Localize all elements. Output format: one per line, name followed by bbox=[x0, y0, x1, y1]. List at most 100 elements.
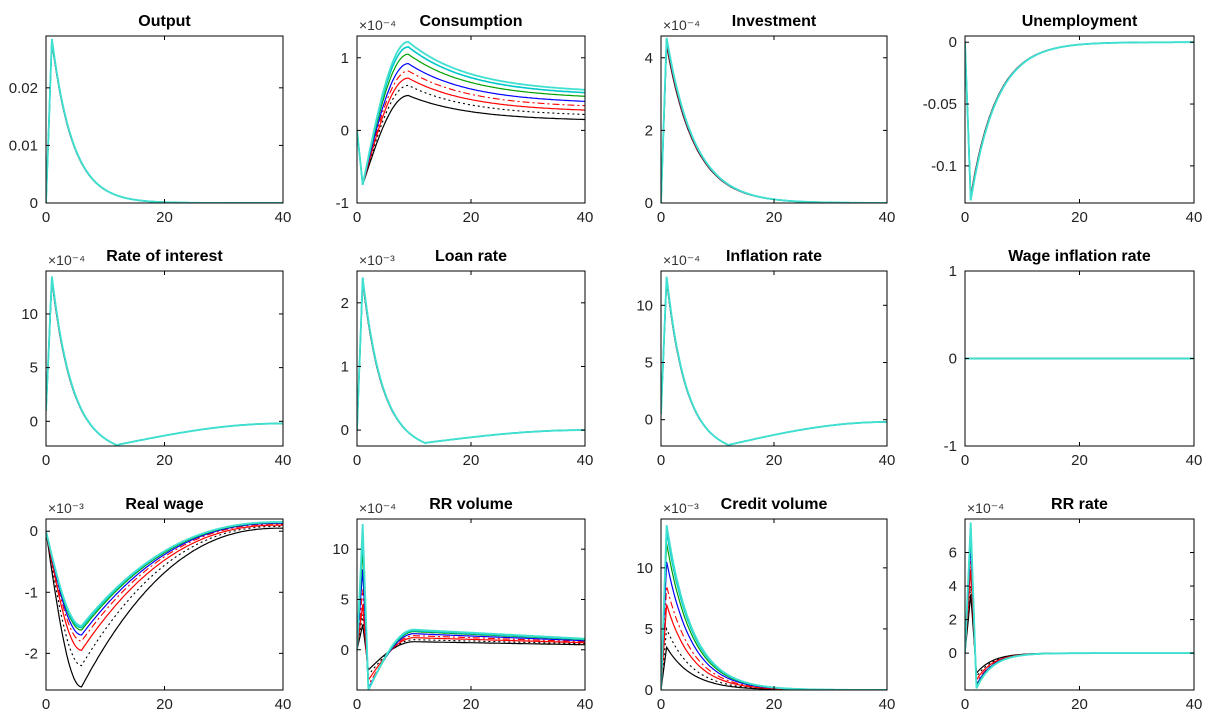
y-tick-label: 2 bbox=[341, 295, 349, 312]
subplot-title: Rate of interest bbox=[106, 248, 223, 265]
subplot-9: 0 20 40 -2 -1 0 ×10⁻³ Real wage bbox=[25, 496, 292, 713]
x-tick-label: 40 bbox=[577, 209, 594, 226]
subplot-4: 0 20 40 -0.1 -0.05 0 Unemployment bbox=[923, 13, 1203, 226]
y-tick-label: 10 bbox=[636, 560, 653, 577]
series-line-7 bbox=[661, 531, 887, 690]
series-line-7 bbox=[46, 521, 283, 629]
x-tick-label: 20 bbox=[463, 452, 480, 469]
series-line-1 bbox=[661, 45, 887, 203]
y-tick-label: 5 bbox=[341, 591, 349, 608]
series-line-8 bbox=[661, 524, 887, 690]
subplot-title: Unemployment bbox=[1022, 13, 1138, 30]
series-line-2 bbox=[357, 281, 585, 444]
axes-box bbox=[356, 518, 586, 691]
series-line-1 bbox=[357, 94, 585, 185]
y-tick-label: 1 bbox=[341, 358, 349, 375]
series-line-8 bbox=[661, 37, 887, 203]
series-line-7 bbox=[357, 534, 585, 690]
axes-box bbox=[356, 35, 586, 204]
series-line-1 bbox=[46, 280, 283, 446]
subplot-title: Consumption bbox=[419, 13, 522, 30]
series-line-2 bbox=[661, 280, 887, 446]
x-tick-label: 20 bbox=[156, 696, 173, 713]
series-line-2 bbox=[46, 41, 283, 203]
y-tick-label: 0 bbox=[341, 122, 349, 139]
series-line-3 bbox=[46, 524, 283, 651]
axes-box bbox=[660, 518, 888, 691]
series-line-8 bbox=[46, 38, 283, 203]
series-line-5 bbox=[357, 62, 585, 185]
series-line-5 bbox=[46, 522, 283, 636]
axis-exponent: ×10⁻⁴ bbox=[359, 17, 396, 33]
series-line-6 bbox=[965, 535, 1194, 687]
axis-exponent: ×10⁻⁴ bbox=[967, 500, 1004, 516]
axis-exponent: ×10⁻³ bbox=[663, 500, 699, 516]
series-group bbox=[357, 277, 585, 445]
axes-box bbox=[660, 35, 888, 204]
series-line-6 bbox=[661, 543, 887, 690]
x-tick-label: 20 bbox=[1071, 209, 1088, 226]
axis-exponent: ×10⁻⁴ bbox=[48, 252, 85, 268]
series-line-8 bbox=[357, 40, 585, 185]
series-line-1 bbox=[46, 42, 283, 203]
y-tick-label: 2 bbox=[645, 122, 653, 139]
subplot-title: Credit volume bbox=[721, 496, 828, 513]
x-tick-label: 20 bbox=[766, 696, 783, 713]
series-line-1 bbox=[661, 280, 887, 446]
series-line-6 bbox=[661, 277, 887, 446]
axes-box bbox=[45, 270, 284, 447]
series-line-3 bbox=[46, 41, 283, 203]
series-line-5 bbox=[965, 544, 1194, 688]
y-tick-label: 10 bbox=[636, 297, 653, 314]
series-line-5 bbox=[46, 278, 283, 446]
series-line-7 bbox=[357, 46, 585, 185]
x-tick-label: 40 bbox=[879, 452, 896, 469]
subplot-11: 0 20 40 0 5 10 ×10⁻³ Credit volume bbox=[636, 496, 895, 713]
y-tick-label: 0 bbox=[949, 351, 957, 368]
x-tick-label: 0 bbox=[42, 696, 50, 713]
y-tick-label: 0 bbox=[341, 642, 349, 659]
series-line-6 bbox=[661, 40, 887, 203]
x-tick-label: 20 bbox=[463, 209, 480, 226]
x-tick-label: 40 bbox=[275, 209, 292, 226]
subplot-3: 0 20 40 0 2 4 ×10⁻⁴ Investment bbox=[645, 13, 896, 226]
x-tick-label: 40 bbox=[879, 209, 896, 226]
series-line-4 bbox=[357, 279, 585, 444]
y-tick-label: -1 bbox=[25, 584, 38, 601]
series-line-4 bbox=[965, 560, 1194, 686]
x-tick-label: 0 bbox=[961, 696, 969, 713]
subplot-title: Output bbox=[138, 13, 191, 30]
subplot-12: 0 20 40 0 2 4 6 ×10⁻⁴ RR rate bbox=[949, 496, 1203, 713]
y-tick-label: 0 bbox=[645, 682, 653, 699]
series-group bbox=[661, 276, 887, 446]
series-line-7 bbox=[46, 39, 283, 203]
y-tick-label: 0.02 bbox=[9, 80, 38, 97]
x-tick-label: 0 bbox=[353, 452, 361, 469]
y-tick-label: 0 bbox=[30, 413, 38, 430]
series-line-5 bbox=[661, 278, 887, 446]
series-line-2 bbox=[661, 44, 887, 203]
axes-box bbox=[45, 35, 284, 204]
subplot-2: 0 20 40-101×10⁻⁴ Consumption bbox=[336, 13, 594, 226]
y-tick-label: -1 bbox=[336, 195, 349, 212]
x-tick-label: 0 bbox=[353, 209, 361, 226]
series-group bbox=[357, 523, 585, 690]
series-line-3 bbox=[661, 279, 887, 446]
series-line-7 bbox=[661, 38, 887, 203]
subplot-1: 0 20 40 0 0.01 0.02 Output bbox=[9, 13, 292, 226]
y-tick-label: -2 bbox=[25, 645, 38, 662]
x-tick-label: 40 bbox=[275, 696, 292, 713]
subplot-7: 0 20 40 0 5 10 ×10⁻⁴ Inflation rate bbox=[636, 248, 895, 469]
series-line-4 bbox=[46, 278, 283, 446]
axes-box bbox=[964, 518, 1195, 691]
x-tick-label: 40 bbox=[879, 696, 896, 713]
y-tick-label: 0 bbox=[949, 34, 957, 51]
axis-exponent: ×10⁻⁴ bbox=[663, 252, 700, 268]
series-line-7 bbox=[357, 277, 585, 445]
series-line-4 bbox=[46, 40, 283, 203]
series-line-6 bbox=[965, 41, 1194, 200]
y-tick-label: 10 bbox=[332, 541, 349, 558]
x-tick-label: 20 bbox=[766, 209, 783, 226]
